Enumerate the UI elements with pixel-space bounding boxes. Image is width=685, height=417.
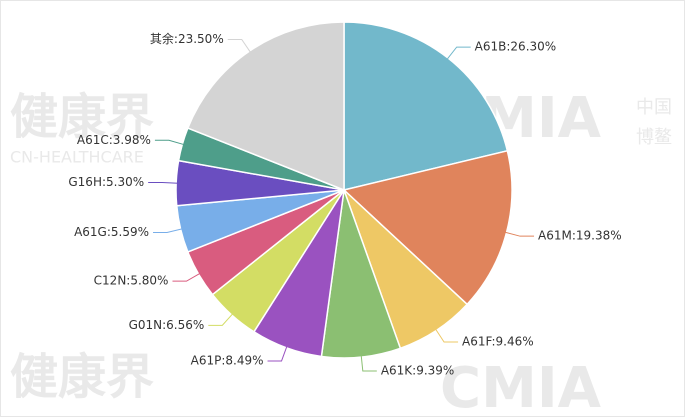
watermark: 博鳌 (636, 127, 672, 148)
leader-line (360, 355, 377, 372)
leader-line (504, 231, 535, 237)
slice-label: A61F:9.46% (462, 335, 534, 349)
slice-label: C12N:5.80% (94, 274, 169, 288)
slice-label: A61G:5.59% (74, 225, 149, 239)
leader-line (154, 139, 185, 146)
watermark: 健康界 (10, 349, 154, 405)
watermark: 中国 (636, 97, 672, 118)
slice-label: A61M:19.38% (538, 229, 622, 243)
slice-label: 其余:23.50% (150, 31, 224, 46)
leader-line (446, 46, 471, 60)
leader-line (267, 345, 288, 362)
leader-line (153, 228, 183, 233)
leader-line (172, 272, 201, 282)
leader-line (434, 328, 459, 343)
slice-label: A61K:9.39% (381, 364, 455, 378)
leader-line (208, 313, 234, 326)
watermark: CN-HEALTHCARE (10, 148, 144, 167)
slice-label: A61C:3.98% (77, 133, 151, 147)
slice-label: A61P:8.49% (191, 353, 264, 367)
slice-label: G16H:5.30% (68, 175, 144, 189)
leader-line (148, 182, 179, 184)
slice-label: A61B:26.30% (475, 40, 557, 54)
watermark: CMIA (440, 356, 602, 417)
watermark: 健康界 (10, 89, 154, 145)
slice-label: G01N:6.56% (129, 318, 205, 332)
leader-line (227, 38, 252, 53)
